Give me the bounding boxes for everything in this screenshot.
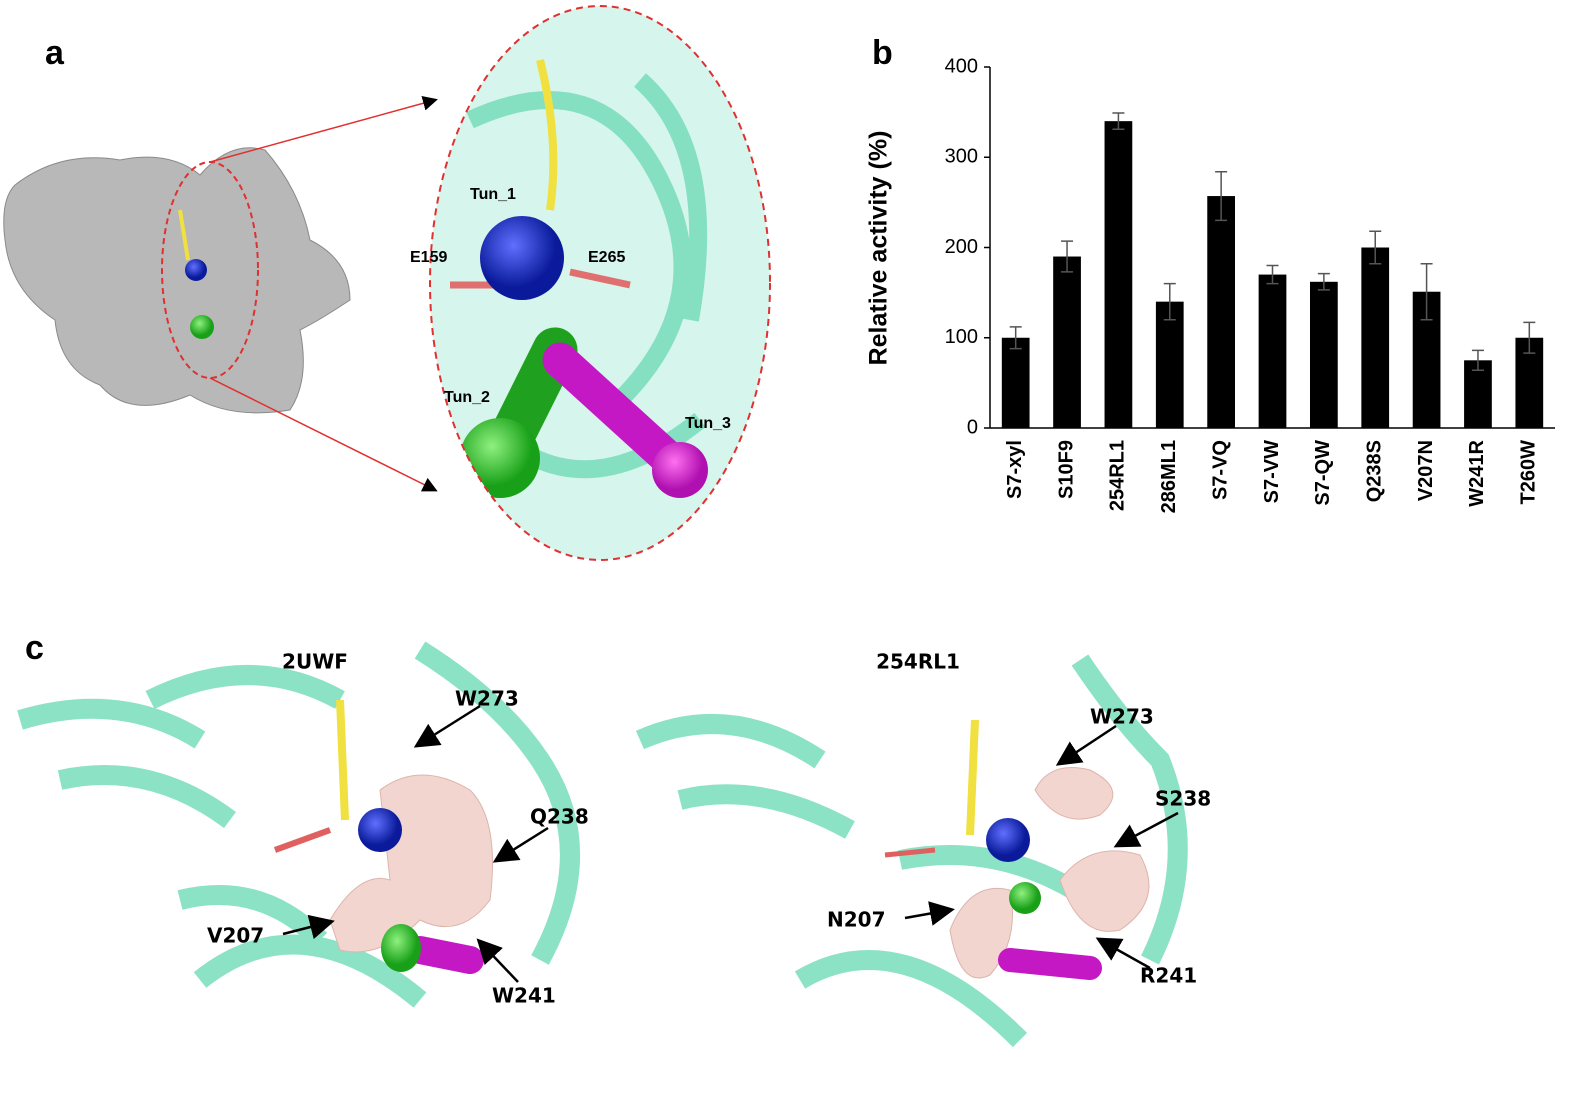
zoom-view (430, 6, 770, 560)
residue-label: W241 (492, 984, 556, 1008)
error-bar (1317, 272, 1330, 291)
residue-label: R241 (1140, 964, 1197, 988)
structure-title: 254RL1 (876, 650, 960, 674)
panel-label: b (872, 34, 893, 72)
bar (1309, 281, 1338, 428)
x-tick-label: T260W (1518, 440, 1540, 505)
protein-surface (3, 95, 438, 492)
zoom-outline (429, 5, 771, 561)
tunnel-label: Tun_3 (685, 415, 731, 432)
tunnel-label: Tun_1 (470, 186, 516, 203)
x-tick-label: 254RL1 (1107, 440, 1129, 511)
structure-title: 2UWF (282, 650, 348, 674)
bar (1155, 301, 1184, 428)
error-bar (1523, 321, 1536, 354)
error-bar (1420, 262, 1433, 321)
error-bar (1266, 264, 1279, 285)
x-tick-label: S7-VQ (1209, 440, 1231, 500)
y-tick-label: 100 (945, 326, 978, 348)
error-bar (1009, 326, 1022, 350)
error-bar (1061, 240, 1074, 273)
y-tick-label: 400 (945, 55, 978, 77)
residue-label: S238 (1155, 787, 1211, 811)
x-tick-label: W241R (1466, 439, 1488, 506)
residue-label: W273 (455, 687, 519, 711)
y-tick-label: 0 (967, 416, 978, 438)
x-tick-label: S7-QW (1312, 440, 1334, 506)
residue-label: E265 (588, 249, 625, 266)
residue-label: V207 (207, 924, 264, 948)
bar (1053, 256, 1081, 428)
residue-label: E159 (410, 249, 447, 266)
error-bar (1163, 282, 1176, 321)
bar (1361, 247, 1390, 428)
error-bar (1215, 170, 1228, 222)
structure-right (635, 654, 1188, 1048)
bar (1258, 274, 1287, 428)
error-bar (1369, 230, 1382, 265)
panel-label: c (25, 629, 44, 667)
residue-label: Q238 (530, 805, 589, 829)
bar (1001, 337, 1030, 428)
x-tick-label: Q238S (1364, 440, 1386, 502)
structure-left (17, 641, 580, 1008)
y-tick-label: 200 (945, 236, 978, 258)
x-tick-label: S10F9 (1055, 440, 1077, 499)
bar (1207, 196, 1236, 428)
x-tick-label: 286ML1 (1158, 440, 1180, 513)
error-bar (1471, 349, 1484, 371)
bar (1104, 121, 1133, 429)
x-tick-label: V207N (1415, 440, 1437, 501)
panel-label: a (45, 34, 65, 72)
error-bar (1112, 112, 1125, 131)
bar-chart: Relative activity (%) 0 100 200 300 400 S7-xy… (865, 55, 1555, 513)
residue-label: N207 (827, 908, 886, 932)
y-tick-label: 300 (945, 146, 978, 168)
tunnel-label: Tun_2 (444, 389, 490, 406)
x-tick-label: S7-xyl (1004, 440, 1026, 499)
bar (1464, 360, 1492, 428)
residue-label: W273 (1090, 705, 1154, 729)
y-axis-label: Relative activity (%) (865, 131, 893, 366)
x-tick-label: S7-VW (1261, 440, 1283, 503)
